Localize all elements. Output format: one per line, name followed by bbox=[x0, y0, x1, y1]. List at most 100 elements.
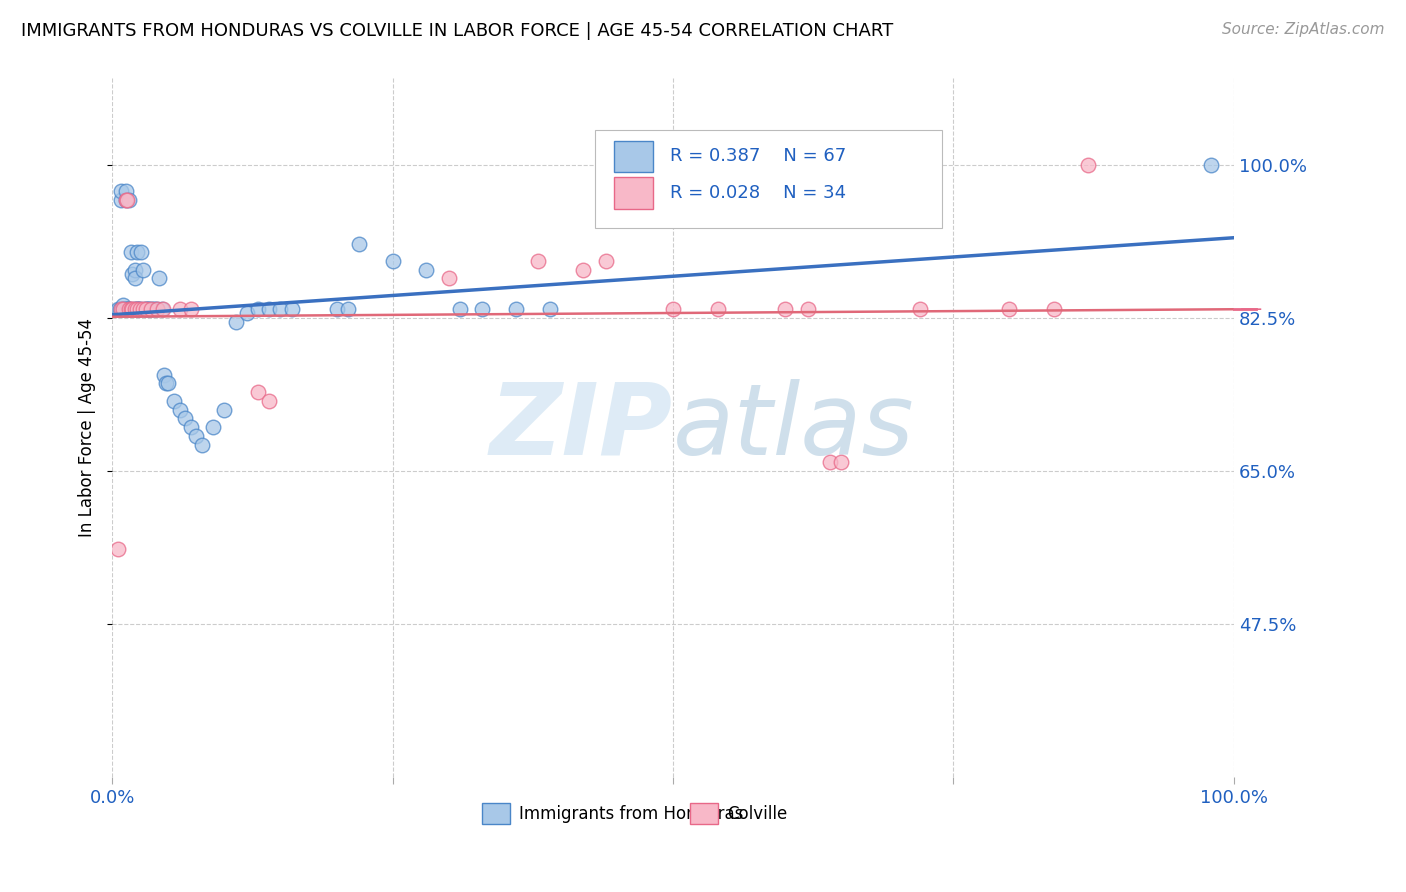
Point bbox=[112, 298, 135, 312]
Point bbox=[128, 302, 150, 317]
Point bbox=[280, 302, 302, 317]
Text: R = 0.028    N = 34: R = 0.028 N = 34 bbox=[669, 184, 846, 202]
Point bbox=[129, 302, 152, 317]
Point bbox=[110, 302, 132, 317]
Point bbox=[115, 302, 138, 317]
Point bbox=[136, 302, 159, 317]
Point bbox=[247, 385, 270, 400]
Point bbox=[112, 302, 135, 317]
Point bbox=[110, 193, 132, 207]
Point bbox=[125, 245, 148, 260]
Point bbox=[148, 271, 170, 285]
Point bbox=[141, 302, 163, 317]
Point bbox=[131, 262, 153, 277]
Point bbox=[259, 302, 281, 317]
FancyBboxPatch shape bbox=[482, 804, 510, 824]
Point bbox=[336, 302, 359, 317]
Point bbox=[117, 302, 139, 317]
Text: R = 0.387    N = 67: R = 0.387 N = 67 bbox=[669, 147, 846, 165]
Point bbox=[114, 184, 136, 198]
Point bbox=[325, 302, 347, 317]
Point bbox=[169, 402, 191, 417]
Point bbox=[111, 302, 134, 317]
Point bbox=[146, 302, 169, 317]
Point bbox=[191, 437, 214, 451]
Point bbox=[121, 302, 143, 317]
Point bbox=[125, 302, 148, 317]
Point bbox=[131, 302, 153, 317]
Point bbox=[114, 193, 136, 207]
Point bbox=[115, 193, 138, 207]
Point bbox=[186, 429, 208, 443]
Point bbox=[595, 254, 617, 268]
Point bbox=[152, 302, 174, 317]
Text: Source: ZipAtlas.com: Source: ZipAtlas.com bbox=[1222, 22, 1385, 37]
Y-axis label: In Labor Force | Age 45-54: In Labor Force | Age 45-54 bbox=[79, 318, 96, 537]
Point bbox=[107, 542, 129, 557]
Point bbox=[115, 302, 138, 317]
Point bbox=[1043, 302, 1066, 317]
Point bbox=[112, 302, 135, 317]
Point bbox=[908, 302, 931, 317]
Point bbox=[538, 302, 561, 317]
Point bbox=[118, 193, 141, 207]
Point bbox=[118, 302, 141, 317]
Text: Immigrants from Honduras: Immigrants from Honduras bbox=[519, 805, 744, 822]
Point bbox=[269, 302, 291, 317]
FancyBboxPatch shape bbox=[690, 804, 718, 824]
Point bbox=[124, 271, 146, 285]
Point bbox=[107, 302, 129, 317]
Point bbox=[796, 302, 818, 317]
Text: Colville: Colville bbox=[727, 805, 787, 822]
Point bbox=[120, 302, 142, 317]
Point bbox=[202, 420, 225, 434]
Point bbox=[125, 302, 148, 317]
Point bbox=[135, 302, 157, 317]
Point bbox=[180, 302, 202, 317]
Point bbox=[174, 411, 197, 425]
Point bbox=[998, 302, 1021, 317]
Text: atlas: atlas bbox=[673, 378, 915, 475]
Point bbox=[124, 302, 146, 317]
Point bbox=[527, 254, 550, 268]
Point bbox=[471, 302, 494, 317]
Point bbox=[214, 402, 236, 417]
Point bbox=[236, 306, 259, 320]
FancyBboxPatch shape bbox=[595, 130, 942, 227]
Point bbox=[225, 315, 247, 329]
Point bbox=[143, 302, 166, 317]
Point bbox=[127, 302, 149, 317]
Text: IMMIGRANTS FROM HONDURAS VS COLVILLE IN LABOR FORCE | AGE 45-54 CORRELATION CHAR: IMMIGRANTS FROM HONDURAS VS COLVILLE IN … bbox=[21, 22, 893, 40]
Point bbox=[169, 302, 191, 317]
Text: —: — bbox=[1239, 299, 1261, 319]
Point bbox=[163, 393, 186, 408]
Point bbox=[141, 302, 163, 317]
Text: ZIP: ZIP bbox=[491, 378, 673, 475]
Point bbox=[131, 245, 153, 260]
Point bbox=[132, 302, 155, 317]
Point bbox=[259, 393, 281, 408]
Point bbox=[120, 245, 142, 260]
Point bbox=[381, 254, 404, 268]
FancyBboxPatch shape bbox=[613, 178, 652, 209]
Point bbox=[118, 302, 141, 317]
Point bbox=[449, 302, 471, 317]
Point bbox=[415, 262, 437, 277]
Point bbox=[120, 302, 142, 317]
Point bbox=[110, 184, 132, 198]
Point bbox=[155, 376, 177, 391]
Point bbox=[1077, 158, 1099, 172]
Point bbox=[157, 376, 180, 391]
Point bbox=[830, 455, 852, 469]
Point bbox=[818, 455, 841, 469]
Point bbox=[114, 302, 136, 317]
Point bbox=[135, 302, 157, 317]
Point bbox=[247, 302, 270, 317]
Point bbox=[142, 302, 165, 317]
Point bbox=[153, 368, 176, 382]
Point bbox=[180, 420, 202, 434]
Point bbox=[773, 302, 796, 317]
Point bbox=[572, 262, 595, 277]
Point bbox=[114, 193, 136, 207]
FancyBboxPatch shape bbox=[613, 141, 652, 172]
